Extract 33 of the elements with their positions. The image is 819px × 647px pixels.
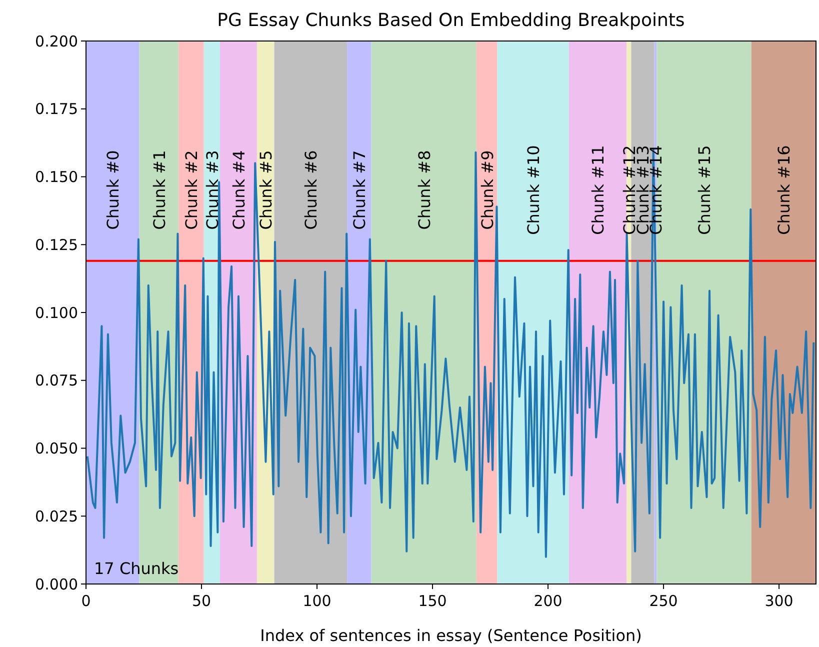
x-axis-title: Index of sentences in essay (Sentence Position) — [260, 626, 642, 645]
band-label: Chunk #6 — [302, 150, 321, 230]
chart-title: PG Essay Chunks Based On Embedding Breakpoints — [217, 10, 685, 31]
x-tick-label: 50 — [192, 592, 212, 610]
band-label: Chunk #9 — [478, 150, 497, 230]
band-label: Chunk #11 — [588, 145, 608, 235]
y-tick-label: 0.050 — [35, 440, 78, 458]
band-label: Chunk #15 — [694, 145, 714, 235]
y-tick-label: 0.175 — [35, 100, 78, 118]
band-label: Chunk #7 — [350, 150, 370, 230]
x-tick-label: 300 — [764, 592, 794, 610]
band-label: Chunk #5 — [256, 150, 276, 230]
y-tick-label: 0.125 — [35, 236, 78, 254]
y-tick-label: 0.150 — [35, 168, 78, 186]
x-tick-label: 100 — [302, 592, 332, 610]
y-tick-label: 0.200 — [35, 32, 78, 50]
y-tick-label: 0.100 — [35, 304, 78, 322]
annotation: 17 Chunks — [94, 559, 179, 578]
band-label: Chunk #1 — [150, 150, 169, 230]
x-tick-label: 150 — [418, 592, 447, 610]
band-label: Chunk #2 — [182, 150, 202, 230]
x-tick-label: 200 — [534, 592, 562, 610]
x-tick-label: 250 — [649, 592, 678, 610]
band-label: Chunk #4 — [229, 150, 248, 230]
band-label: Chunk #0 — [104, 150, 123, 230]
y-tick-label: 0.000 — [35, 575, 78, 594]
band-label: Chunk #16 — [774, 145, 794, 235]
y-tick-label: 0.025 — [35, 507, 78, 526]
band-label: Chunk #10 — [524, 145, 544, 235]
y-tick-label: 0.075 — [35, 372, 78, 390]
band-label: Chunk #3 — [202, 150, 222, 230]
x-tick-label: 0 — [81, 592, 91, 610]
band-label: Chunk #8 — [414, 150, 434, 230]
